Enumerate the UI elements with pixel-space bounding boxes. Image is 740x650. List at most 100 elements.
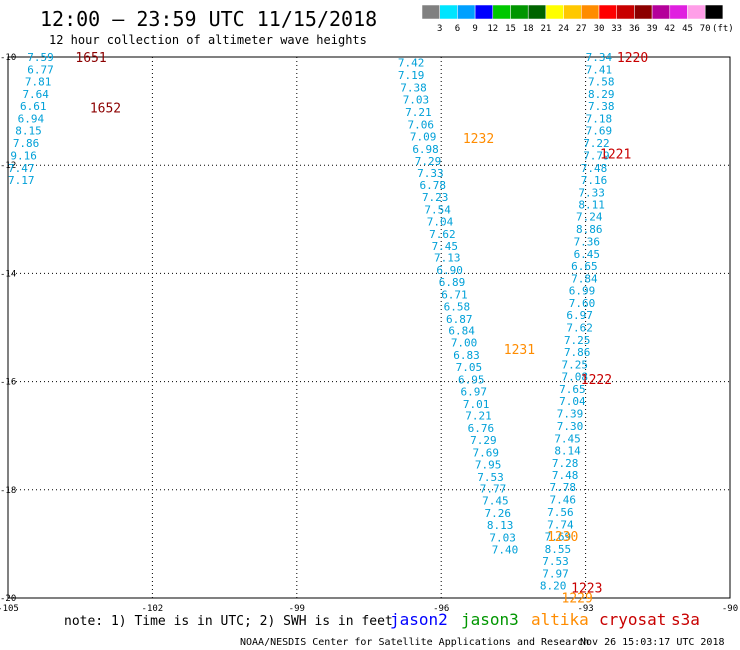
wave-height-value: 6.83: [453, 349, 480, 362]
colorbar-swatch: [457, 4, 476, 20]
wave-height-value: 7.65: [559, 383, 586, 396]
wave-height-value: 6.98: [412, 143, 439, 156]
wave-height-value: 7.64: [22, 88, 49, 101]
wave-height-value: 7.62: [566, 322, 593, 335]
colorbar-swatch: [687, 4, 706, 20]
wave-height-value: 6.97: [566, 309, 593, 322]
wave-height-value: 8.14: [554, 444, 581, 457]
colorbar-swatch: [510, 4, 529, 20]
colorbar-swatch: [527, 4, 547, 20]
wave-height-value: 6.76: [468, 422, 495, 435]
wave-height-value: 7.97: [542, 568, 569, 581]
wave-height-value: 6.87: [446, 313, 473, 326]
x-tick-label: -102: [142, 604, 164, 614]
wave-height-value: 7.19: [398, 69, 425, 82]
wave-height-value: 7.03: [403, 94, 430, 107]
wave-height-value: 7.00: [451, 337, 478, 350]
wave-height-value: 7.29: [470, 434, 497, 447]
wave-height-value: 7.04: [427, 215, 454, 228]
colorbar-tick: 42: [664, 24, 675, 34]
colorbar-swatch: [545, 4, 564, 20]
wave-height-value: 7.23: [422, 191, 449, 204]
wave-height-value: 8.15: [15, 125, 42, 138]
wave-height-value: 7.69: [472, 446, 499, 459]
wave-height-value: 8.29: [588, 88, 615, 101]
y-tick-label: -10: [0, 53, 16, 63]
wave-height-value: 7.41: [586, 63, 613, 76]
wave-height-value: 7.40: [492, 543, 519, 556]
wave-height-value: 8.86: [576, 223, 603, 236]
wave-height-value: 9.16: [10, 149, 37, 162]
colorbar-swatch: [616, 4, 635, 20]
wave-height-value: 7.16: [581, 174, 608, 187]
colorbar-tick: 12: [487, 24, 498, 34]
wave-height-value: 8.55: [545, 543, 572, 556]
y-tick-label: -14: [0, 269, 16, 279]
wave-height-value: 7.34: [586, 51, 613, 64]
wave-height-value: 7.36: [574, 235, 601, 248]
x-tick-label: -105: [0, 604, 19, 614]
wave-height-value: 7.21: [405, 106, 432, 119]
wave-height-value: 7.24: [576, 211, 603, 224]
wave-height-value: 7.46: [550, 494, 577, 507]
wave-height-value: 7.25: [564, 334, 591, 347]
wave-height-value: 6.77: [27, 63, 54, 76]
wave-height-value: 7.06: [408, 119, 435, 132]
colorbar-swatch: [598, 4, 617, 20]
wave-height-value: 7.54: [424, 204, 451, 217]
wave-height-value: 6.95: [458, 373, 485, 386]
y-tick-label: -12: [0, 161, 16, 171]
colorbar-tick: 27: [576, 24, 587, 34]
wave-height-value: 7.47: [8, 162, 35, 175]
x-tick-label: -93: [577, 604, 593, 614]
wave-height-value: 7.28: [552, 457, 579, 470]
wave-height-value: 7.13: [434, 252, 461, 265]
colorbar-swatch: [634, 4, 653, 20]
wave-height-value: 7.95: [475, 458, 502, 471]
colorbar-tick: 33: [611, 24, 622, 34]
colorbar-tick: 3: [437, 24, 442, 34]
wave-height-value: 7.74: [547, 518, 574, 531]
chart-title: 12:00 – 23:59 UTC 11/15/2018: [40, 7, 377, 31]
wave-height-value: 7.25: [562, 358, 589, 371]
wave-height-value: 6.84: [448, 325, 475, 338]
colorbar-swatch: [581, 4, 600, 20]
credit-text: NOAA/NESDIS Center for Satellite Applica…: [240, 637, 589, 648]
wave-height-value: 7.62: [429, 228, 456, 241]
colorbar-tick: 6: [455, 24, 460, 34]
wave-height-value: 7.84: [571, 272, 598, 285]
wave-height-value: 6.99: [569, 285, 596, 298]
wave-height-value: 7.42: [398, 56, 425, 69]
x-tick-label: -96: [433, 604, 449, 614]
wave-height-value: 7.86: [13, 137, 39, 150]
wave-height-value: 7.21: [465, 410, 492, 423]
plot-border: [7, 56, 731, 599]
satellite-legend: jason2 jason3 altika cryosat s3a: [390, 610, 700, 629]
colorbar: 3 6 9 12 15 18 21 24 27 30 33 36 39 42 45 70 (ft): [421, 4, 734, 34]
wave-height-value: 7.45: [554, 432, 581, 445]
wave-height-value: 7.48: [581, 162, 608, 175]
wave-height-value: 7.30: [557, 420, 584, 433]
wave-height-value: 6.97: [460, 385, 487, 398]
colorbar-swatch: [492, 4, 511, 20]
pass-time-label: 1231: [504, 343, 535, 358]
wave-height-value: 7.08: [562, 371, 589, 384]
wave-height-value: 7.69: [545, 530, 572, 543]
colorbar-tick: 9: [472, 24, 477, 34]
colorbar-tick: 45: [682, 24, 693, 34]
wave-height-value: 7.56: [547, 506, 574, 519]
wave-height-value: 7.01: [463, 398, 490, 411]
pass-time-label: 1652: [90, 101, 121, 116]
wave-height-value: 7.04: [559, 395, 586, 408]
wave-height-value: 7.45: [482, 495, 509, 508]
wave-height-value: 7.69: [586, 125, 613, 138]
wave-height-value: 8.11: [578, 199, 605, 212]
wave-height-points: 7.596.777.817.646.616.948.157.869.167.47…: [8, 51, 615, 593]
wave-height-value: 7.59: [27, 51, 54, 64]
note-text: note: 1) Time is in UTC; 2) SWH is in fe…: [64, 614, 393, 629]
wave-height-value: 7.79: [583, 149, 610, 162]
wave-height-value: 6.71: [441, 288, 468, 301]
colorbar-tick: (ft): [712, 24, 734, 34]
wave-height-value: 7.33: [417, 167, 444, 180]
pass-time-label: 1651: [75, 51, 106, 66]
